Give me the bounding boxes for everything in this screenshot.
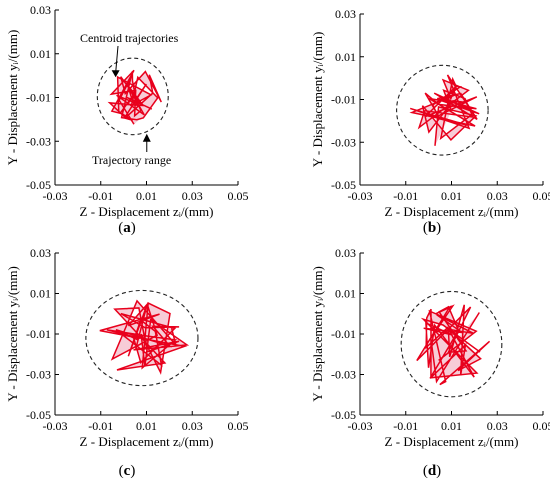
y-tick-label: -0.05: [331, 408, 356, 422]
x-tick-label: 0.03: [182, 189, 203, 203]
y-tick-label: 0.01: [335, 287, 356, 301]
y-tick-label: 0.01: [30, 47, 51, 61]
x-tick-label: 0.01: [441, 189, 462, 203]
chart-b-svg: -0.03 -0.01 0.01 0.03 0.05 0.03 0.01 -0.01 -0.03…: [310, 7, 550, 219]
x-tick-label: 0.01: [136, 419, 157, 433]
y-tick-label: -0.05: [26, 408, 51, 422]
x-tick-label: 0.05: [228, 189, 249, 203]
x-tick-label: -0.01: [88, 419, 113, 433]
x-tick-label: 0.03: [487, 419, 508, 433]
x-axis-title-d: Z - Displacement zᵢ/(mm): [385, 434, 519, 449]
y-tick-label: -0.05: [26, 178, 51, 192]
y-tick-label: -0.03: [331, 135, 356, 149]
y-tick-label: -0.01: [26, 91, 51, 105]
x-tick-label: -0.01: [393, 419, 418, 433]
y-tick-label: -0.01: [331, 327, 356, 341]
x-tick-label: -0.01: [88, 189, 113, 203]
x-tick-label: 0.01: [441, 419, 462, 433]
annotation-arrow-centroid: [115, 45, 119, 74]
x-tick-label: 0.03: [487, 189, 508, 203]
trajectory-range-ellipse-d: [400, 290, 503, 398]
x-tick-label: -0.03: [348, 189, 373, 203]
chart-d-svg: -0.03 -0.01 0.01 0.03 0.05 0.03 0.01 -0.01 -0.03…: [310, 246, 550, 449]
panel-b: -0.03 -0.01 0.01 0.03 0.05 0.03 0.01 -0.01 -0.03…: [275, 0, 550, 243]
panel-label-d: (d): [422, 463, 442, 479]
annotation-arrowhead-centroid: [111, 70, 120, 78]
y-tick-label: -0.05: [331, 178, 356, 192]
y-tick-label: -0.03: [331, 368, 356, 382]
x-axis-title-c: Z - Displacement zᵢ/(mm): [80, 434, 214, 449]
annotation-trajectory-range: Trajectory range: [92, 153, 171, 167]
x-tick-label: 0.01: [136, 189, 157, 203]
x-tick-label: 0.05: [533, 419, 550, 433]
x-axis-title-b: Z - Displacement zᵢ/(mm): [385, 204, 519, 219]
panel-a: -0.03 -0.01 0.01 0.03 0.05 0.03 0.01 -0.01 -0.03…: [0, 0, 275, 243]
x-tick-label: 0.05: [533, 189, 550, 203]
trajectory-range-ellipse-c: [85, 289, 199, 387]
y-tick-label: 0.01: [30, 287, 51, 301]
y-axis-title-d: Y - Displacement yᵢ/(mm): [310, 266, 325, 402]
y-tick-label: -0.01: [26, 327, 51, 341]
chart-a-svg: -0.03 -0.01 0.01 0.03 0.05 0.03 0.01 -0.01 -0.03…: [5, 3, 249, 219]
y-tick-label: -0.03: [26, 134, 51, 148]
trajectory-range-ellipse-a: [96, 57, 169, 136]
y-axis-title-b: Y - Displacement yᵢ/(mm): [310, 32, 325, 168]
y-tick-label: -0.03: [26, 368, 51, 382]
panel-label-a: (a): [118, 220, 136, 236]
centroid-trajectory-d: [416, 304, 491, 386]
panel-label-c: (c): [118, 463, 136, 479]
y-tick-label: 0.03: [30, 246, 51, 260]
panel-d: -0.03 -0.01 0.01 0.03 0.05 0.03 0.01 -0.01 -0.03…: [275, 243, 550, 486]
panel-c: -0.03 -0.01 0.01 0.03 0.05 0.03 0.01 -0.01 -0.03…: [0, 243, 275, 486]
y-axis-title-c: Y - Displacement yᵢ/(mm): [5, 266, 20, 402]
chart-c-svg: -0.03 -0.01 0.01 0.03 0.05 0.03 0.01 -0.01 -0.03…: [5, 246, 249, 449]
x-axis-title-a: Z - Displacement zᵢ/(mm): [80, 204, 214, 219]
x-tick-label: -0.03: [43, 189, 68, 203]
centroid-trajectory-b: [409, 74, 480, 146]
x-tick-label: -0.03: [348, 419, 373, 433]
y-tick-label: -0.01: [331, 93, 356, 107]
y-tick-label: 0.03: [335, 7, 356, 21]
y-tick-label: 0.01: [335, 50, 356, 64]
x-tick-label: 0.03: [182, 419, 203, 433]
trajectory-fill-c: [99, 300, 187, 373]
x-tick-label: -0.01: [393, 189, 418, 203]
x-tick-label: -0.03: [43, 419, 68, 433]
annotation-arrowhead-range: [142, 133, 151, 142]
y-tick-label: 0.03: [30, 3, 51, 17]
centroid-trajectory-a: [107, 69, 162, 125]
centroid-trajectory-c: [99, 299, 190, 375]
annotation-centroid-trajectories: Centroid trajectories: [80, 31, 179, 45]
y-axis-title-a: Y - Displacement yᵢ/(mm): [5, 30, 20, 166]
x-tick-label: 0.05: [228, 419, 249, 433]
y-tick-label: 0.03: [335, 246, 356, 260]
trajectory-range-ellipse-b: [396, 64, 489, 156]
panel-label-b: (b): [422, 220, 442, 236]
